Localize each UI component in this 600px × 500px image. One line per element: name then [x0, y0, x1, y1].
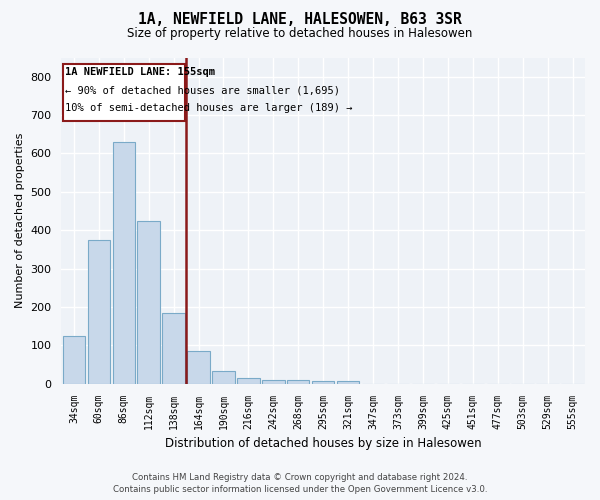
Text: Size of property relative to detached houses in Halesowen: Size of property relative to detached ho…	[127, 28, 473, 40]
Text: 1A, NEWFIELD LANE, HALESOWEN, B63 3SR: 1A, NEWFIELD LANE, HALESOWEN, B63 3SR	[138, 12, 462, 28]
Bar	[187, 351, 210, 384]
Y-axis label: Number of detached properties: Number of detached properties	[15, 133, 25, 308]
Bar	[137, 220, 160, 384]
Bar	[163, 312, 185, 384]
Text: Contains HM Land Registry data © Crown copyright and database right 2024.
Contai: Contains HM Land Registry data © Crown c…	[113, 472, 487, 494]
Bar	[312, 380, 334, 384]
Bar	[337, 380, 359, 384]
X-axis label: Distribution of detached houses by size in Halesowen: Distribution of detached houses by size …	[165, 437, 482, 450]
Text: ← 90% of detached houses are smaller (1,695): ← 90% of detached houses are smaller (1,…	[65, 85, 340, 95]
Bar	[237, 378, 260, 384]
Text: 1A NEWFIELD LANE: 155sqm: 1A NEWFIELD LANE: 155sqm	[65, 67, 215, 77]
Bar	[88, 240, 110, 384]
Bar	[287, 380, 310, 384]
Bar	[262, 380, 284, 384]
Bar	[62, 336, 85, 384]
Bar	[113, 142, 135, 384]
FancyBboxPatch shape	[63, 64, 185, 121]
Bar	[212, 372, 235, 384]
Text: 10% of semi-detached houses are larger (189) →: 10% of semi-detached houses are larger (…	[65, 103, 352, 113]
